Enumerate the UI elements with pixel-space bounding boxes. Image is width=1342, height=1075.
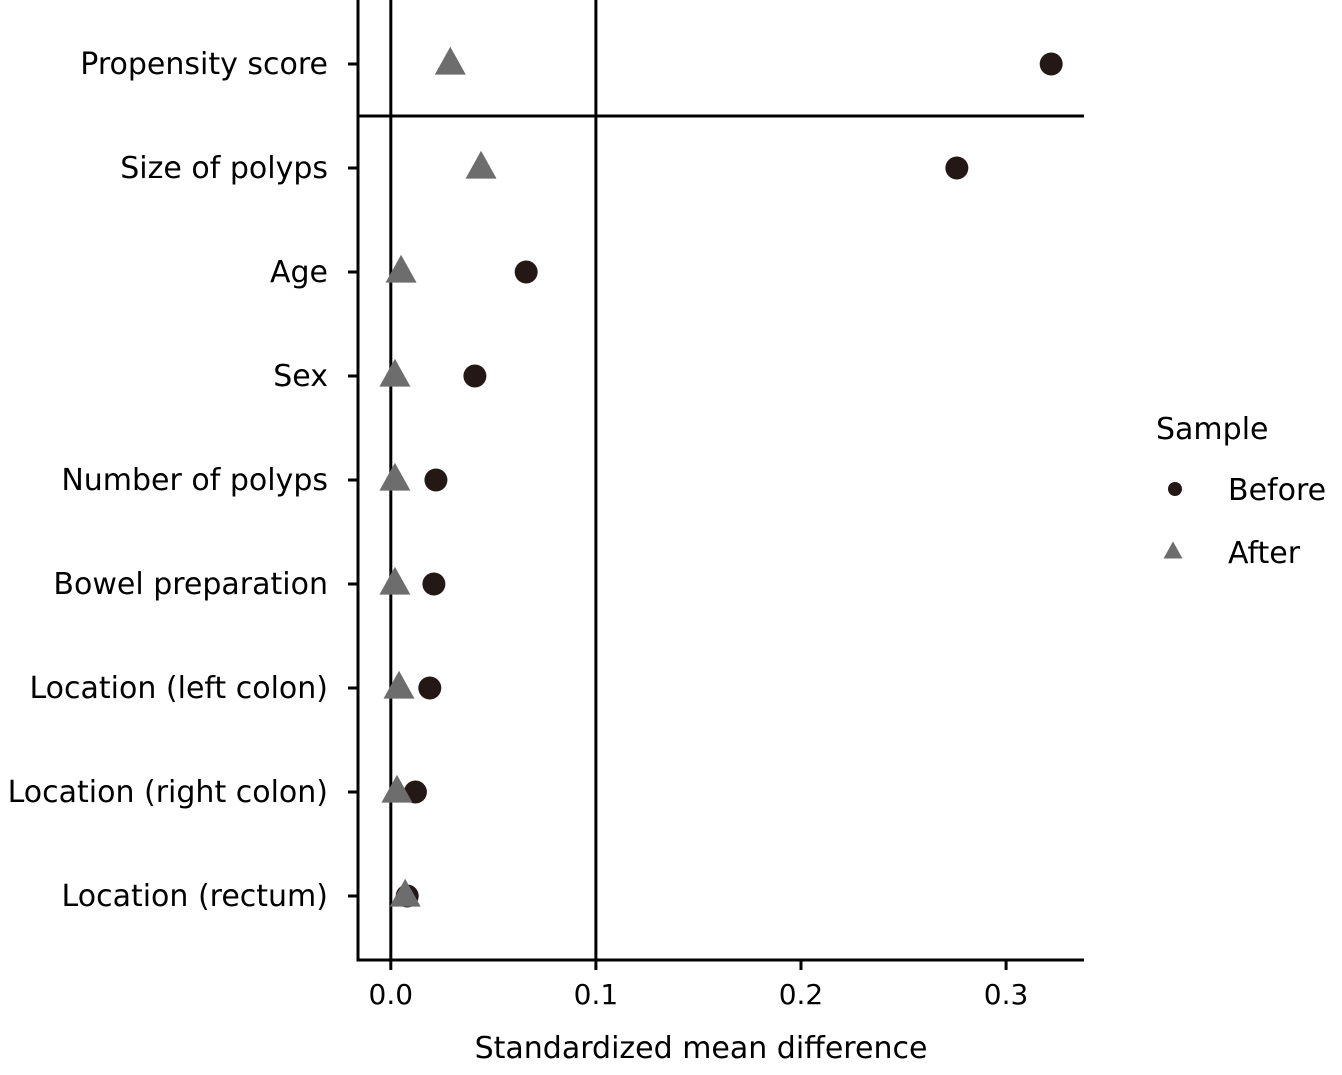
- point-after: [381, 774, 413, 803]
- y-tick-label: Age: [270, 255, 328, 290]
- y-tick-label: Propensity score: [80, 47, 328, 82]
- x-axis-label: Standardized mean difference: [475, 1031, 928, 1066]
- point-after: [385, 254, 417, 283]
- legend-label: After: [1228, 536, 1301, 571]
- y-axis: Propensity score Size of polyps Age Sex Numb…: [8, 47, 358, 914]
- point-after: [389, 878, 421, 907]
- legend: Sample Before After: [1156, 412, 1326, 571]
- point-before: [945, 156, 969, 180]
- point-after: [379, 566, 411, 595]
- y-tick-label: Number of polyps: [61, 463, 328, 498]
- x-tick-label: 0.0: [369, 978, 414, 1011]
- y-tick-label: Bowel preparation: [53, 567, 328, 602]
- legend-title: Sample: [1156, 412, 1269, 447]
- point-after: [383, 670, 415, 699]
- point-before: [418, 676, 442, 700]
- point-after: [434, 46, 466, 75]
- y-tick-label: Location (left colon): [29, 671, 328, 706]
- point-before: [514, 260, 538, 284]
- data-points: [379, 46, 1063, 908]
- legend-key-after: [1163, 541, 1183, 559]
- plot-panel: [356, 0, 1084, 962]
- x-axis: 0.0 0.1 0.2 0.3: [369, 960, 1029, 1011]
- legend-key-before: [1168, 482, 1182, 496]
- y-tick-label: Location (rectum): [62, 879, 328, 914]
- y-tick-label: Sex: [273, 359, 328, 394]
- point-after: [465, 150, 497, 179]
- point-before: [424, 468, 448, 492]
- x-tick-label: 0.1: [574, 978, 619, 1011]
- point-before: [463, 364, 487, 388]
- x-tick-label: 0.3: [984, 978, 1029, 1011]
- legend-label: Before: [1228, 473, 1326, 508]
- x-tick-label: 0.2: [779, 978, 824, 1011]
- point-before: [422, 572, 446, 596]
- point-before: [1039, 52, 1063, 76]
- y-tick-label: Location (right colon): [8, 775, 328, 810]
- y-tick-label: Size of polyps: [120, 151, 328, 186]
- point-after: [379, 358, 411, 387]
- point-after: [379, 462, 411, 491]
